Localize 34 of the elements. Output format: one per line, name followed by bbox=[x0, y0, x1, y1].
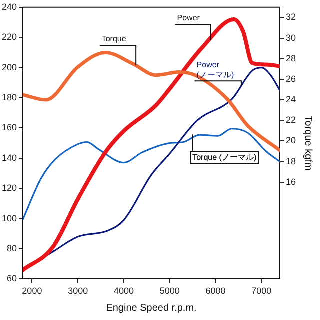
y-tick-label: 200 bbox=[2, 62, 18, 72]
x-tick-label: 6000 bbox=[206, 286, 226, 296]
x-tick-label: 5000 bbox=[160, 286, 180, 296]
y-tick-label: 240 bbox=[2, 2, 18, 12]
y2-tick-label: 30 bbox=[286, 32, 296, 43]
y-tick-label: 100 bbox=[2, 213, 18, 224]
text: Power bbox=[177, 14, 200, 23]
x-tick-label: 7000 bbox=[252, 286, 272, 296]
y-tick-label: 80 bbox=[7, 243, 18, 254]
y2-tick-label: 16 bbox=[286, 176, 296, 187]
line-series bbox=[23, 17, 280, 272]
y2-tick-label: 28 bbox=[286, 53, 296, 64]
x-axis-title: Engine Speed r.p.m. bbox=[106, 302, 197, 314]
y-tick-label: 120 bbox=[2, 183, 18, 194]
y2-tick-label: 18 bbox=[286, 156, 296, 166]
y2-axis-title: Torque kgfm bbox=[302, 116, 314, 171]
series-label: Torque bbox=[102, 34, 127, 44]
y2-tick-label: 26 bbox=[286, 74, 296, 84]
x-tick-label: 2000 bbox=[22, 286, 42, 296]
x-tick-label: 4000 bbox=[114, 286, 134, 296]
y-tick-label: 160 bbox=[2, 122, 18, 133]
series-label: Power (ノーマル) bbox=[196, 60, 234, 80]
line-series bbox=[23, 50, 280, 152]
y2-tick-label: 32 bbox=[286, 12, 296, 22]
y-tick-label: 180 bbox=[2, 92, 18, 102]
y-tick-label: 220 bbox=[2, 32, 18, 42]
y2-tick-label: 22 bbox=[286, 115, 296, 126]
series-label: Torque (ノーマル) bbox=[192, 152, 257, 162]
x-tick-label: 3000 bbox=[68, 286, 88, 296]
y2-tick-label: 24 bbox=[286, 94, 296, 105]
y2-tick-label: 20 bbox=[286, 136, 296, 146]
y-tick-label: 140 bbox=[2, 152, 18, 163]
line-series bbox=[23, 128, 280, 220]
y-tick-label: 60 bbox=[7, 274, 18, 284]
